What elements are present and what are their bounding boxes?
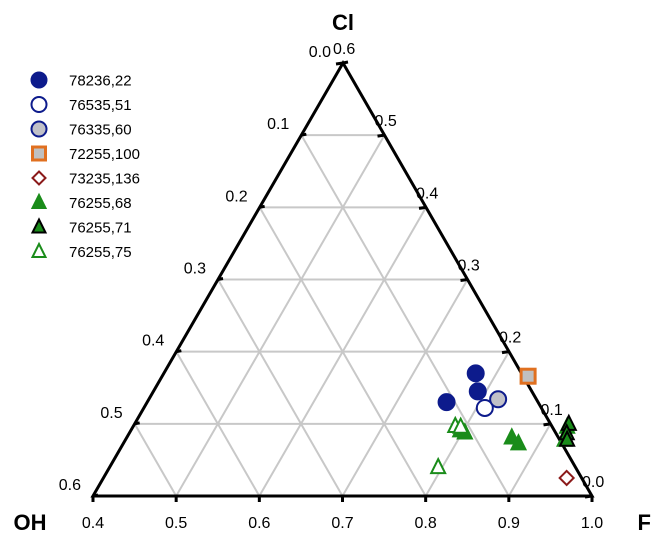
grid-line (507, 423, 552, 497)
tick-label-cl: 0.3 (458, 258, 480, 275)
legend-label: 76535,51 (69, 97, 132, 114)
tick-mark (259, 204, 265, 209)
legend-marker (31, 170, 47, 186)
legend-marker (30, 96, 48, 113)
data-point (475, 398, 494, 417)
tick-label-oh: 0.2 (225, 188, 247, 205)
data-point (429, 456, 447, 475)
tick-label-oh: 0.4 (142, 333, 164, 350)
grid-line (258, 206, 427, 497)
grid-line (133, 423, 178, 497)
grid-line (300, 134, 510, 497)
data-point (437, 393, 456, 412)
legend-label: 76335,60 (69, 122, 132, 139)
tick-mark (418, 205, 427, 210)
data-points (429, 364, 578, 487)
data-point (509, 433, 528, 451)
tick-labels: 0.4 0.0 0.0 0.5 0.1 0.1 0.6 0.2 0.2 0.7 0.3 0.3 0.8 0… (59, 41, 605, 532)
legend-marker (30, 217, 48, 234)
grid-line (175, 351, 261, 497)
tick-label-oh: 0.5 (100, 405, 122, 422)
tick-label-cl: 0.2 (499, 330, 521, 347)
tick-label-f: 0.5 (165, 515, 187, 532)
legend-label: 73235,136 (69, 171, 140, 188)
legend-label: 76255,71 (69, 220, 132, 237)
legend-label: 78236,22 (69, 73, 132, 90)
vertex-label-right: F (638, 510, 651, 535)
legend: 78236,22 76535,51 76335,60 72255,100 73235,1… (30, 71, 140, 261)
tick-label-cl: 0.6 (333, 41, 355, 58)
tick-label-cl: 0.4 (416, 185, 438, 202)
tick-label-f: 0.7 (331, 515, 353, 532)
tick-label-oh: 0.1 (267, 116, 289, 133)
tick-label-f: 1.0 (581, 515, 603, 532)
tick-mark (543, 422, 551, 427)
tick-label-f: 0.9 (498, 515, 520, 532)
tick-label-f: 0.4 (82, 515, 104, 532)
tick-mark (134, 421, 140, 426)
data-point (558, 429, 576, 447)
grid-line (175, 134, 386, 497)
legend-label: 76255,68 (69, 195, 132, 212)
tick-mark (342, 60, 349, 65)
grid-lines (133, 134, 552, 497)
tick-mark (335, 61, 344, 66)
tick-label-cl: 0.0 (582, 474, 604, 491)
legend-marker (30, 120, 48, 138)
vertex-label-left: OH (14, 510, 47, 535)
tick-label-f: 0.6 (248, 515, 270, 532)
data-point (468, 382, 487, 401)
legend-marker (31, 145, 47, 162)
data-point (489, 390, 508, 409)
tick-label-cl: 0.1 (541, 402, 563, 419)
legend-marker (30, 241, 48, 258)
tick-mark (501, 350, 510, 355)
legend-label: 76255,75 (69, 244, 132, 261)
tick-marks (91, 60, 594, 502)
vertex-labels: Cl OH F (14, 10, 652, 535)
data-point (519, 367, 537, 385)
tick-label-oh: 0.3 (184, 261, 206, 278)
legend-label: 72255,100 (69, 146, 140, 163)
tick-mark (176, 349, 182, 354)
tick-mark (460, 278, 468, 282)
tick-label-oh: 0.6 (59, 477, 81, 494)
legend-marker (30, 71, 48, 89)
data-point (558, 469, 576, 487)
tick-label-f: 0.8 (415, 515, 437, 532)
tick-label-oh: 0.0 (309, 44, 331, 61)
tick-mark (377, 133, 385, 138)
tick-mark (217, 277, 224, 281)
tick-mark (301, 132, 307, 137)
tick-label-cl: 0.5 (375, 113, 397, 130)
legend-marker (30, 192, 48, 209)
grid-line (341, 278, 469, 497)
grid-line (217, 279, 344, 497)
data-point (452, 416, 470, 434)
data-point (466, 364, 485, 383)
vertex-label-top: Cl (332, 10, 354, 35)
tick-mark (92, 493, 99, 498)
